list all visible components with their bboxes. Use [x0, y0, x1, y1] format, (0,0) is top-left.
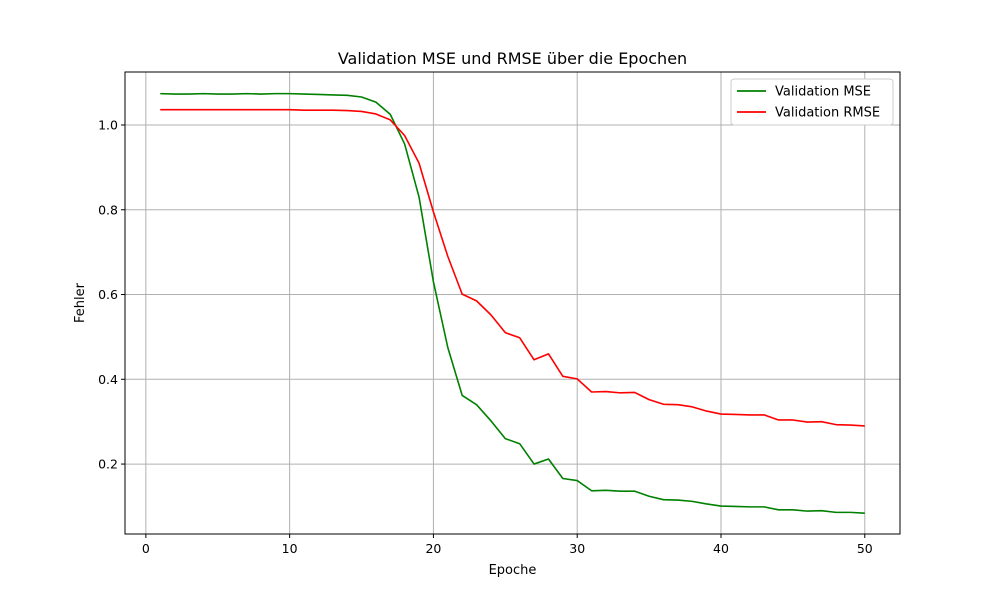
x-tick-label: 20: [425, 541, 441, 556]
legend: Validation MSE Validation RMSE: [730, 78, 894, 126]
y-tick-label: 0.6: [98, 287, 118, 302]
x-tick-label: 30: [569, 541, 585, 556]
series-lines: [160, 92, 865, 515]
chart-title: Validation MSE und RMSE über die Epochen: [338, 49, 687, 68]
legend-label-validation-mse: Validation MSE: [775, 85, 871, 100]
x-tick-label: 40: [713, 541, 729, 556]
y-axis-label: Fehler: [73, 282, 88, 323]
y-tick-label: 1.0: [98, 117, 118, 132]
x-axis: 0 10 20 30 40 50: [142, 534, 873, 556]
plot-frame: [124, 71, 901, 535]
x-tick-label: 50: [857, 541, 873, 556]
series-line-validation-rmse: [160, 108, 865, 427]
x-axis-label: Epoche: [489, 563, 537, 578]
legend-label-validation-rmse: Validation RMSE: [775, 106, 880, 121]
y-tick-label: 0.2: [98, 457, 118, 472]
series-line-validation-mse: [160, 92, 865, 515]
y-tick-label: 0.8: [98, 202, 118, 217]
x-tick-label: 0: [142, 541, 150, 556]
x-tick-label: 10: [282, 541, 298, 556]
y-tick-label: 0.4: [98, 372, 118, 387]
legend-box: [730, 78, 894, 126]
y-axis: 0.2 0.4 0.6 0.8 1.0: [98, 117, 125, 472]
